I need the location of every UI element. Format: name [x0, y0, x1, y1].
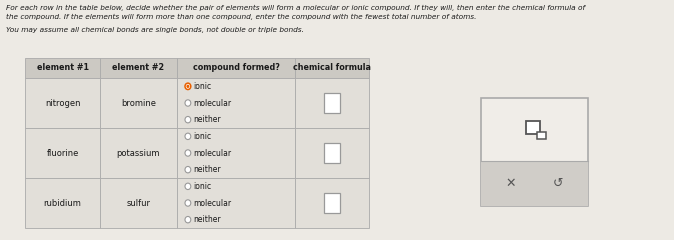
- FancyBboxPatch shape: [100, 178, 177, 228]
- FancyBboxPatch shape: [177, 58, 295, 78]
- Text: molecular: molecular: [193, 198, 231, 208]
- FancyBboxPatch shape: [100, 128, 177, 178]
- Text: potassium: potassium: [117, 149, 160, 157]
- Text: compound formed?: compound formed?: [193, 64, 280, 72]
- Text: sulfur: sulfur: [127, 198, 150, 208]
- FancyBboxPatch shape: [177, 178, 295, 228]
- Text: For each row in the table below, decide whether the pair of elements will form a: For each row in the table below, decide …: [6, 5, 586, 11]
- FancyBboxPatch shape: [295, 178, 369, 228]
- Circle shape: [185, 83, 191, 90]
- Text: You may assume all chemical bonds are single bonds, not double or triple bonds.: You may assume all chemical bonds are si…: [6, 27, 305, 33]
- FancyBboxPatch shape: [324, 93, 340, 113]
- Circle shape: [185, 167, 191, 173]
- Text: neither: neither: [193, 165, 220, 174]
- Circle shape: [185, 216, 191, 223]
- FancyBboxPatch shape: [26, 128, 100, 178]
- FancyBboxPatch shape: [481, 98, 588, 206]
- Text: nitrogen: nitrogen: [45, 98, 80, 108]
- Circle shape: [185, 200, 191, 206]
- Text: ionic: ionic: [193, 132, 211, 141]
- FancyBboxPatch shape: [481, 161, 588, 206]
- FancyBboxPatch shape: [100, 78, 177, 128]
- Circle shape: [185, 133, 191, 139]
- Text: the compound. If the elements will form more than one compound, enter the compou: the compound. If the elements will form …: [6, 14, 477, 20]
- FancyBboxPatch shape: [537, 132, 545, 139]
- FancyBboxPatch shape: [324, 143, 340, 163]
- FancyBboxPatch shape: [324, 193, 340, 213]
- Text: fluorine: fluorine: [47, 149, 79, 157]
- Circle shape: [185, 150, 191, 156]
- Text: neither: neither: [193, 215, 220, 224]
- Text: ↺: ↺: [553, 177, 563, 190]
- FancyBboxPatch shape: [295, 78, 369, 128]
- Text: ✕: ✕: [506, 177, 516, 190]
- FancyBboxPatch shape: [177, 128, 295, 178]
- Circle shape: [185, 100, 191, 106]
- FancyBboxPatch shape: [26, 78, 100, 128]
- Text: rubidium: rubidium: [44, 198, 82, 208]
- Text: element #2: element #2: [113, 64, 164, 72]
- Text: molecular: molecular: [193, 98, 231, 108]
- Text: chemical formula: chemical formula: [293, 64, 371, 72]
- FancyBboxPatch shape: [295, 128, 369, 178]
- FancyBboxPatch shape: [526, 121, 540, 134]
- Text: molecular: molecular: [193, 149, 231, 157]
- Text: ionic: ionic: [193, 182, 211, 191]
- Text: neither: neither: [193, 115, 220, 124]
- Circle shape: [185, 116, 191, 123]
- FancyBboxPatch shape: [26, 178, 100, 228]
- Text: bromine: bromine: [121, 98, 156, 108]
- FancyBboxPatch shape: [295, 58, 369, 78]
- FancyBboxPatch shape: [177, 78, 295, 128]
- FancyBboxPatch shape: [100, 58, 177, 78]
- FancyBboxPatch shape: [26, 58, 100, 78]
- Circle shape: [187, 85, 189, 88]
- Circle shape: [185, 183, 191, 190]
- Text: element #1: element #1: [36, 64, 89, 72]
- Text: ionic: ionic: [193, 82, 211, 91]
